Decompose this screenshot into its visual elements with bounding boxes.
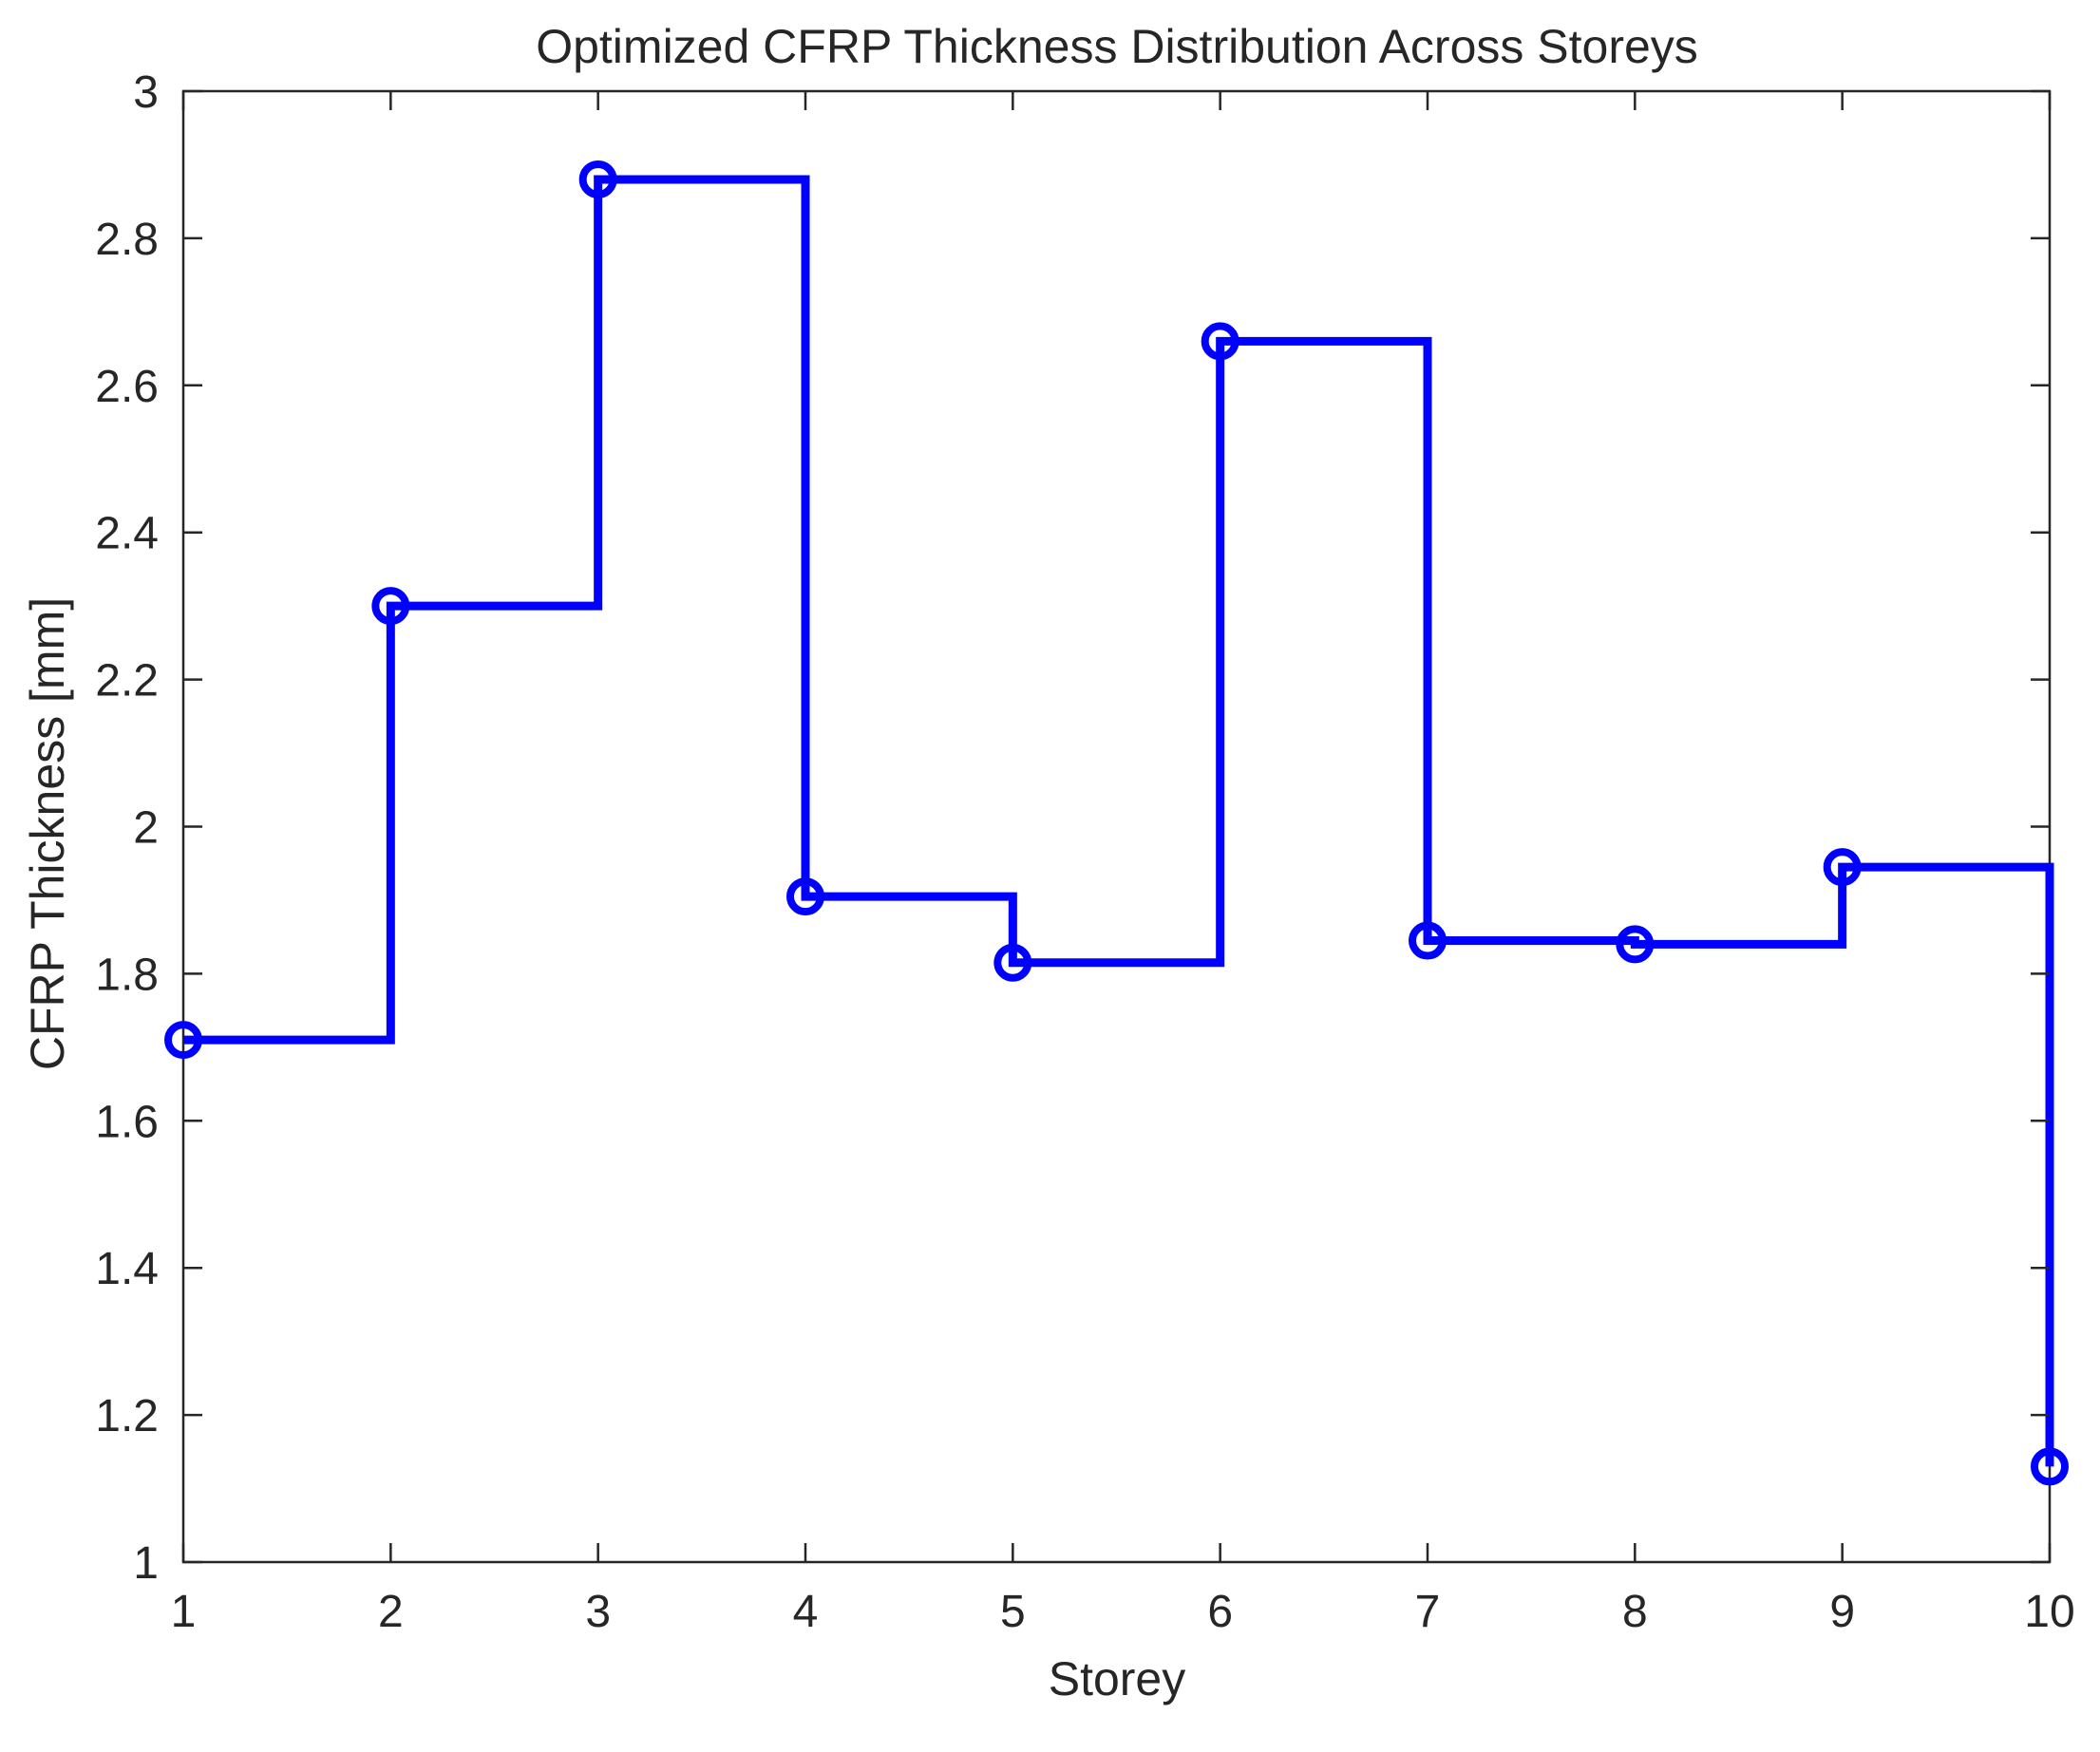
data-point-marker bbox=[993, 943, 1032, 982]
axes-box bbox=[181, 89, 2052, 1564]
data-point-marker bbox=[786, 877, 824, 916]
data-point-marker bbox=[1409, 921, 1447, 960]
y-tick-label: 2.4 bbox=[95, 509, 159, 559]
data-point-marker bbox=[2031, 1447, 2069, 1486]
y-tick-label: 1.4 bbox=[95, 1244, 159, 1294]
plot-area bbox=[181, 89, 2052, 1564]
data-point-marker bbox=[578, 160, 617, 198]
x-tick-label: 5 bbox=[1000, 1587, 1026, 1637]
x-tick-label: 7 bbox=[1415, 1587, 1441, 1637]
data-point-marker bbox=[1616, 925, 1655, 964]
y-axis-label: CFRP Thickness [mm] bbox=[21, 597, 74, 1070]
y-tick-label: 2.8 bbox=[95, 215, 159, 265]
y-tick-label: 1.8 bbox=[95, 950, 159, 1000]
axis-ticks: 1 2 3 4 5 6 7 8 9 10 1 1.2 1.4 1.6 1.8 2 2.2 2.4 2.6 2.8 3 bbox=[95, 67, 2074, 1637]
x-tick-label: 10 bbox=[2024, 1587, 2074, 1637]
y-tick-label: 2.2 bbox=[95, 656, 159, 706]
y-tick-label: 1 bbox=[133, 1538, 159, 1589]
x-tick-label: 2 bbox=[378, 1587, 404, 1637]
x-tick-label: 4 bbox=[793, 1587, 819, 1637]
data-point-marker bbox=[371, 587, 410, 626]
data-point-marker bbox=[1201, 322, 1239, 361]
y-tick-label: 1.2 bbox=[95, 1391, 159, 1441]
x-tick-label: 3 bbox=[585, 1587, 611, 1637]
data-point-marker bbox=[164, 1021, 202, 1060]
y-tick-label: 1.6 bbox=[95, 1097, 159, 1147]
x-tick-label: 9 bbox=[1829, 1587, 1855, 1637]
chart-title: Optimized CFRP Thickness Distribution Ac… bbox=[536, 20, 1698, 73]
y-tick-label: 2.6 bbox=[95, 362, 159, 412]
x-axis-label: Storey bbox=[1049, 1652, 1186, 1705]
series-stairs-line bbox=[183, 175, 2054, 1467]
series-marks bbox=[164, 160, 2069, 1486]
x-tick-label: 6 bbox=[1207, 1587, 1233, 1637]
data-point-marker bbox=[1823, 848, 1862, 887]
x-tick-label: 1 bbox=[171, 1587, 197, 1637]
y-tick-label: 2 bbox=[133, 803, 159, 854]
x-tick-label: 8 bbox=[1622, 1587, 1648, 1637]
y-tick-label: 3 bbox=[133, 67, 159, 118]
